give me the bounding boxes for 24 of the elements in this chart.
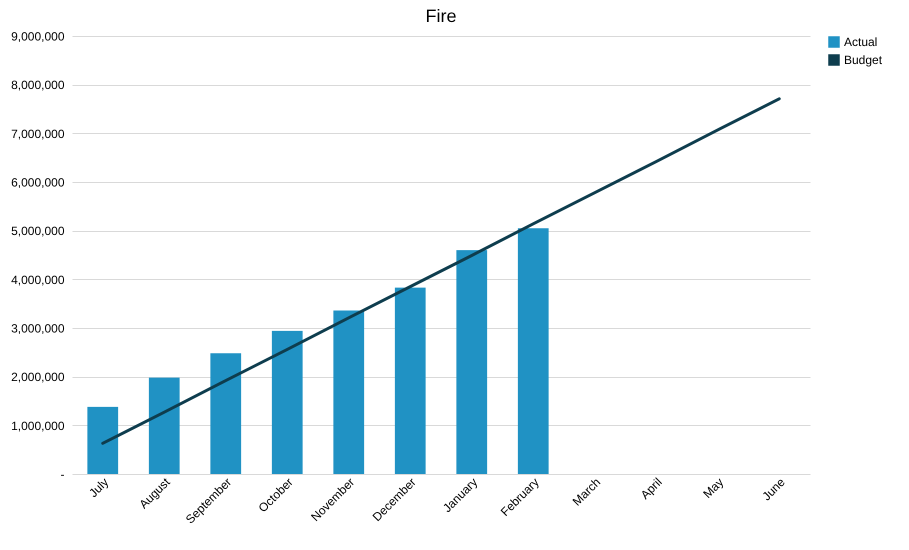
legend-label: Budget xyxy=(844,53,883,67)
line-series xyxy=(101,97,781,445)
y-tick-label: 3,000,000 xyxy=(11,322,65,336)
bar xyxy=(272,330,303,474)
y-tick-label: 6,000,000 xyxy=(11,176,65,190)
chart-title: Fire xyxy=(426,6,456,26)
legend-label: Actual xyxy=(844,35,878,49)
y-tick-label: - xyxy=(60,468,64,482)
bar xyxy=(518,228,549,474)
y-tick-label: 5,000,000 xyxy=(11,224,65,238)
y-tick-label: 4,000,000 xyxy=(11,272,65,287)
bar xyxy=(333,310,364,474)
bar xyxy=(210,353,242,474)
bar xyxy=(394,288,426,474)
bar xyxy=(456,250,488,474)
y-tick-label: 7,000,000 xyxy=(11,126,65,141)
y-tick-label: 2,000,000 xyxy=(11,370,65,384)
y-tick-label: 1,000,000 xyxy=(11,418,65,433)
bar xyxy=(148,378,180,474)
x-tick-label: July xyxy=(86,475,112,500)
bar xyxy=(87,406,118,474)
y-tick-label: 9,000,000 xyxy=(11,30,65,44)
y-tick-label: 8,000,000 xyxy=(11,78,65,92)
x-tick-label: May xyxy=(700,475,726,502)
